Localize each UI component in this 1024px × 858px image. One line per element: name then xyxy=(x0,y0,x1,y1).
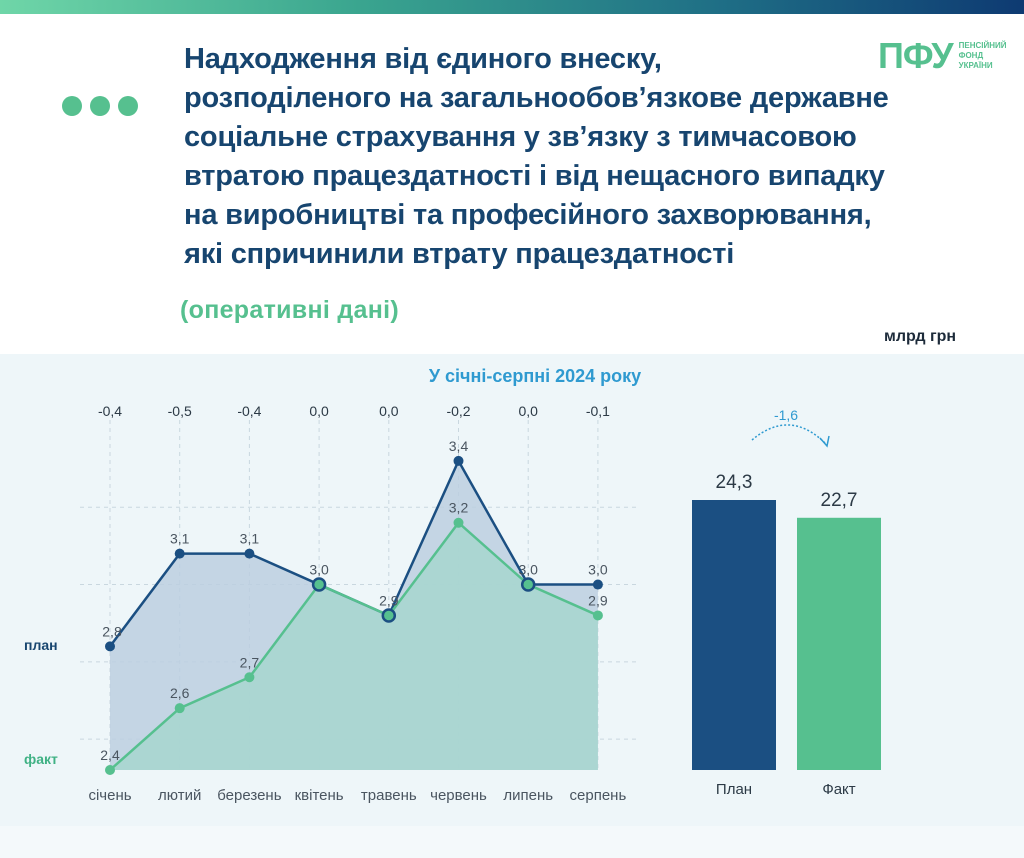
legend-plan: план xyxy=(24,637,58,653)
point-fact xyxy=(592,610,603,621)
category-label: серпень xyxy=(570,787,627,804)
difference-label: -0,4 xyxy=(98,403,122,419)
dot-icon xyxy=(90,96,110,116)
dot-icon xyxy=(118,96,138,116)
category-label: січень xyxy=(88,787,131,804)
period-label: У січні-серпні 2024 року xyxy=(428,366,642,386)
value-label-fact: 2,6 xyxy=(170,685,190,701)
bar-difference-label: -1,6 xyxy=(774,407,798,423)
chart-labels: 2,8 2,4 -0,4 січень 3,1 2,6 -0,5 лютий 3,1 2,7 -0,… xyxy=(88,403,626,804)
bar-category-label: План xyxy=(716,781,752,798)
arrow-head-icon xyxy=(819,435,830,448)
value-label-plan: 3,4 xyxy=(449,438,469,454)
category-label: лютий xyxy=(158,787,201,804)
subtitle: (оперативні дані) xyxy=(180,296,399,324)
bar-value-label: 24,3 xyxy=(716,472,753,493)
point-fact xyxy=(105,765,115,775)
difference-label: -0,4 xyxy=(237,403,261,419)
value-label-plan: 3,0 xyxy=(518,562,538,578)
legend-fact: факт xyxy=(24,751,58,767)
category-label: березень xyxy=(217,787,281,804)
chart-points xyxy=(105,455,603,775)
difference-label: -0,1 xyxy=(586,403,610,419)
category-label: липень xyxy=(503,787,553,804)
point-plan xyxy=(592,579,603,590)
point-plan xyxy=(453,455,464,466)
bar-chart: 24,3 План 22,7 Факт -1,6 xyxy=(692,407,881,798)
value-label-plan: 2,8 xyxy=(102,623,122,639)
value-label-plan: 3,0 xyxy=(588,562,608,578)
point-fact xyxy=(174,703,185,714)
point-plan-fact xyxy=(311,577,327,592)
difference-label: -0,2 xyxy=(446,403,470,419)
difference-arrow xyxy=(751,424,827,445)
value-label-fact: 3,2 xyxy=(449,500,469,516)
value-label-plan: 2,9 xyxy=(379,592,399,608)
logo-mark: ПФУ xyxy=(878,35,954,76)
value-label-plan: 3,0 xyxy=(309,562,329,578)
bar-План xyxy=(692,500,776,770)
point-plan-fact xyxy=(520,577,536,592)
bar-category-label: Факт xyxy=(822,781,855,798)
decorative-dots xyxy=(62,96,138,116)
bottom-strip xyxy=(0,826,1024,858)
category-label: червень xyxy=(430,787,487,804)
unit-label: млрд грн xyxy=(884,328,957,345)
difference-label: 0,0 xyxy=(309,403,329,419)
difference-label: -0,5 xyxy=(168,403,192,419)
point-plan xyxy=(244,548,255,559)
bar-Факт xyxy=(797,517,881,770)
fact-area xyxy=(110,522,598,770)
difference-label: 0,0 xyxy=(379,403,399,419)
chart-lines xyxy=(109,458,599,771)
page-title: Надходження від єдиного внеску, розподіл… xyxy=(184,43,889,270)
point-plan xyxy=(105,641,115,652)
point-plan-fact xyxy=(381,608,397,623)
value-label-fact: 2,7 xyxy=(240,654,260,670)
pfu-logo: ПФУ ПЕНСІЙНИЙ ФОНД УКРАЇНИ xyxy=(878,36,1019,76)
difference-label: 0,0 xyxy=(518,403,538,419)
category-label: квітень xyxy=(295,787,344,804)
point-plan xyxy=(174,548,185,559)
category-label: травень xyxy=(361,787,417,804)
value-label-plan: 3,1 xyxy=(170,531,190,547)
logo-text: ПЕНСІЙНИЙ ФОНД УКРАЇНИ xyxy=(958,41,1007,70)
point-fact xyxy=(244,672,255,683)
bar-value-label: 22,7 xyxy=(821,490,858,511)
value-label-fact: 2,9 xyxy=(588,592,608,608)
value-label-fact: 2,4 xyxy=(100,747,120,763)
point-fact xyxy=(453,517,464,528)
fact-line xyxy=(109,520,599,771)
top-gradient-bar xyxy=(0,0,1024,14)
value-label-plan: 3,1 xyxy=(240,531,260,547)
dot-icon xyxy=(62,96,82,116)
